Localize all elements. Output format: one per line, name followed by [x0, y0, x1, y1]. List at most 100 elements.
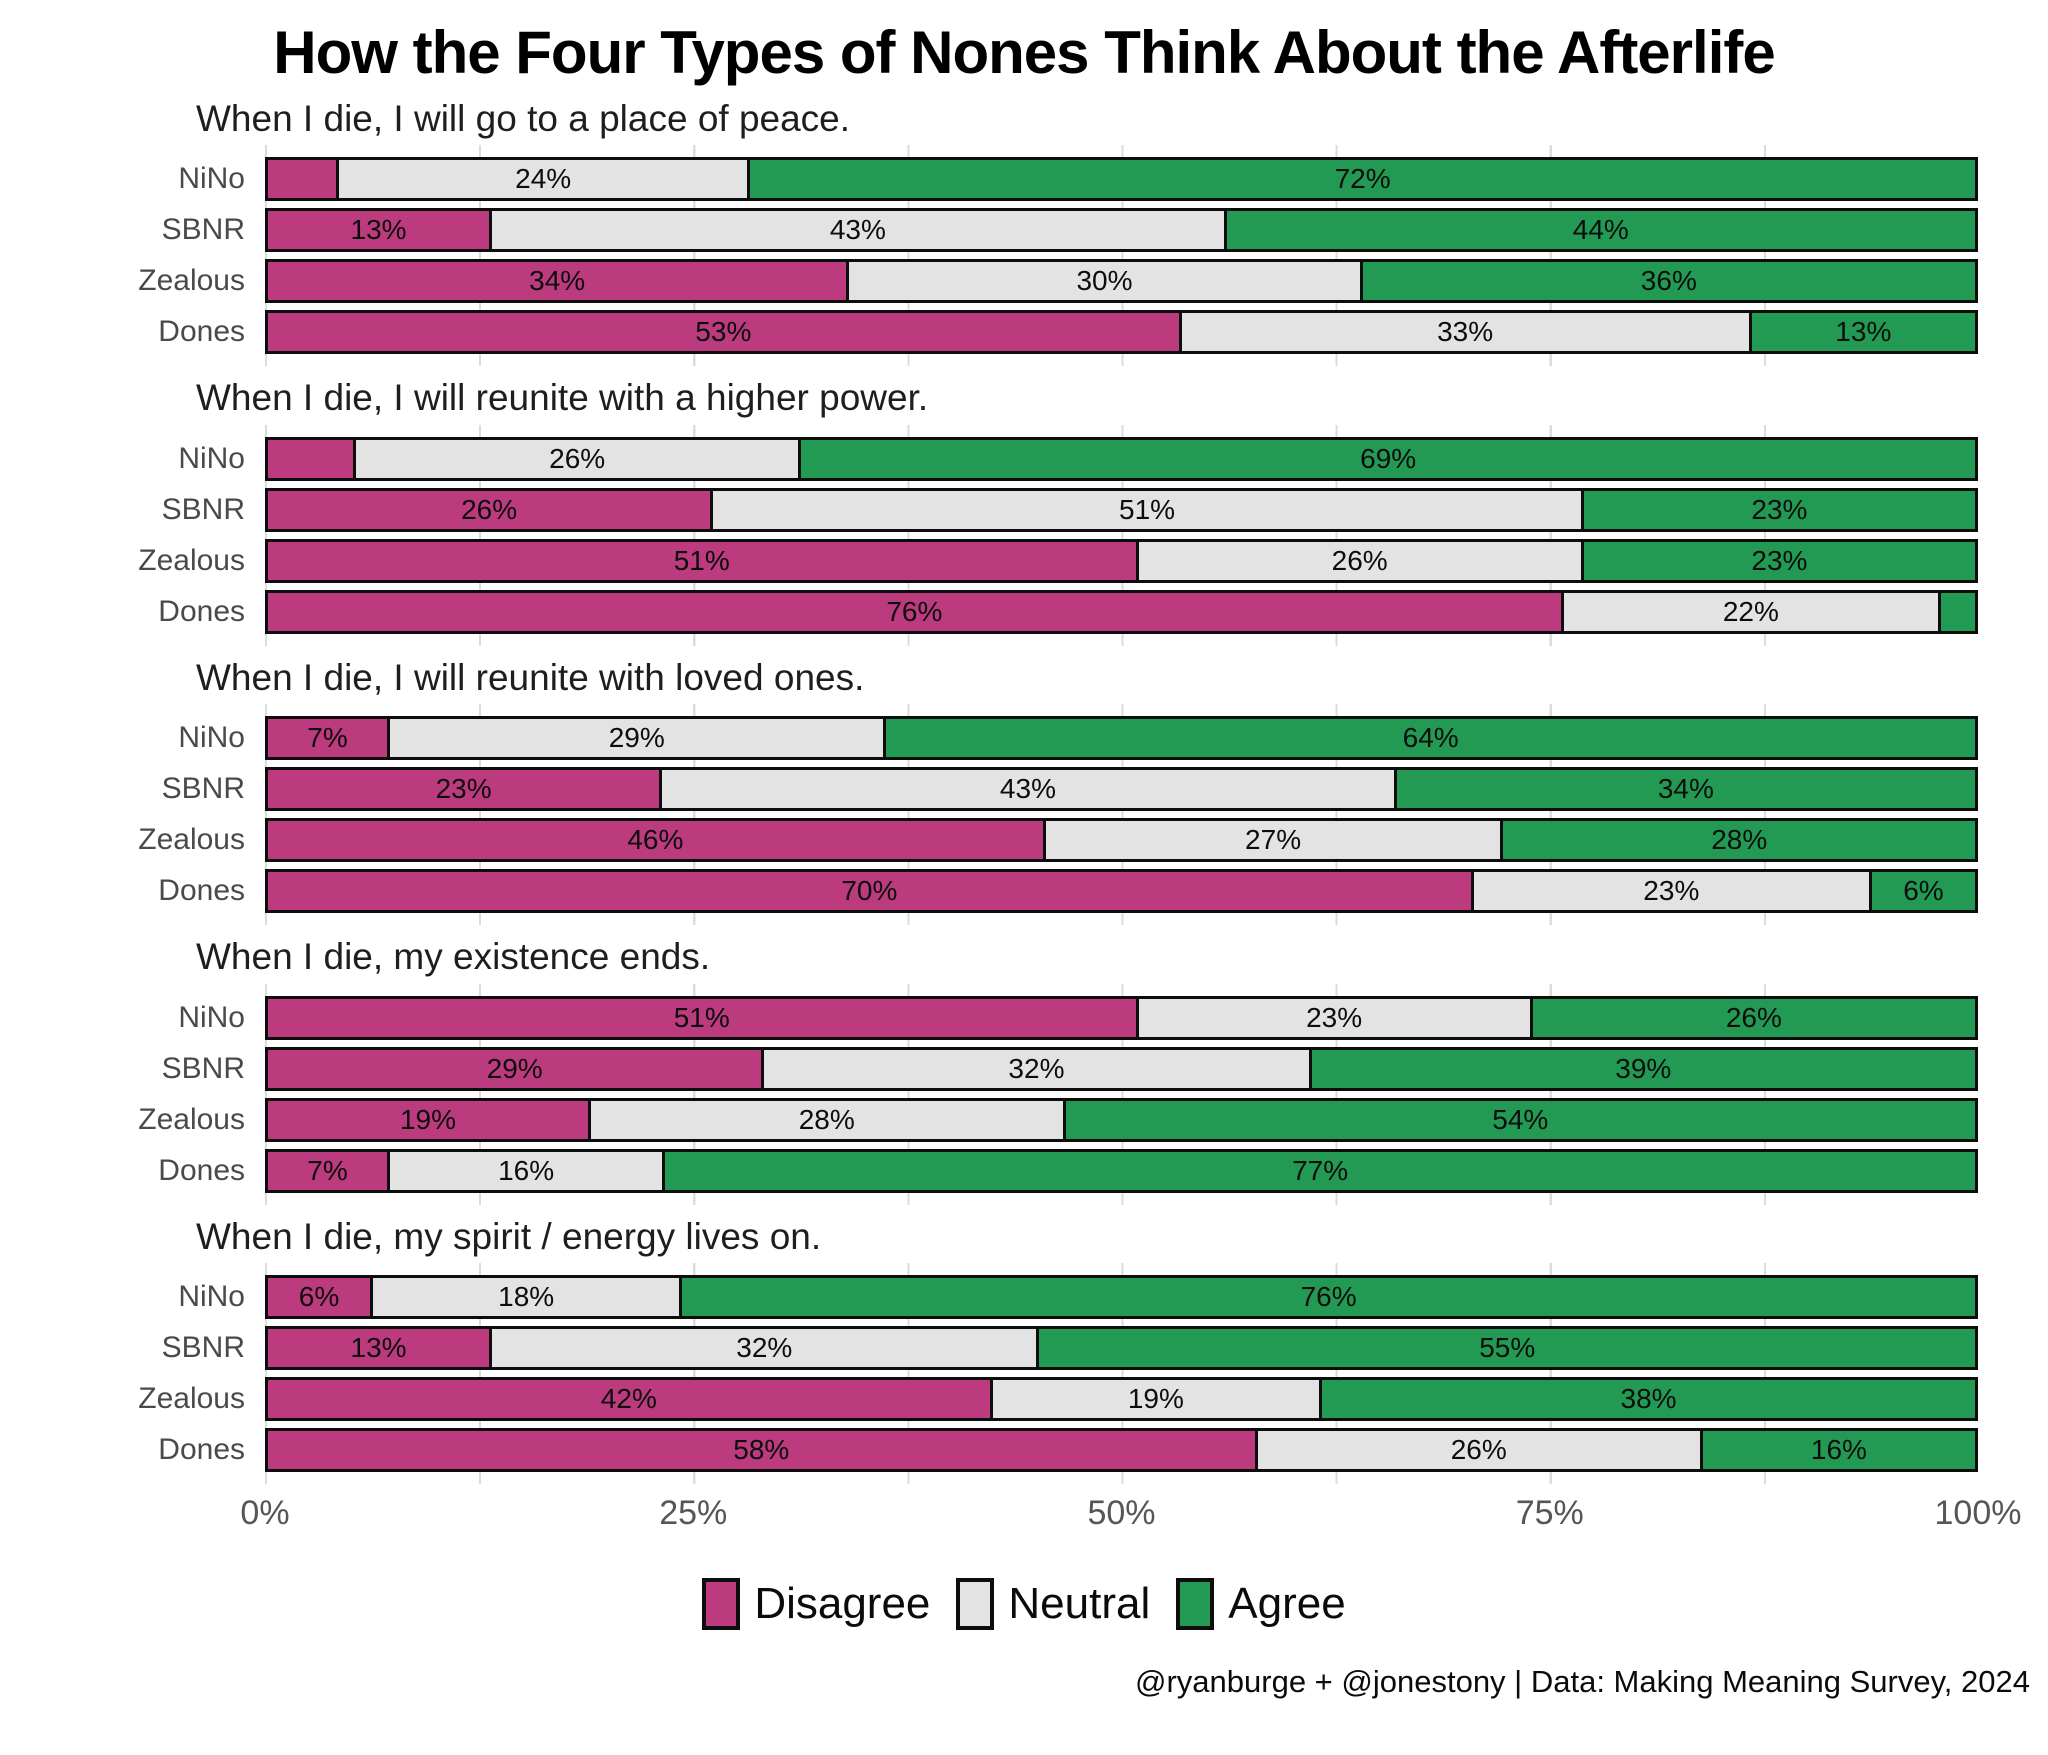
- segment-value-label: 76%: [886, 595, 943, 627]
- segment-disagree: 58%: [268, 1430, 1255, 1469]
- bar-row-zealous: Zealous 51% 26% 23%: [0, 538, 2048, 583]
- segment-value-label: 19%: [399, 1103, 457, 1135]
- segment-agree: 16%: [1699, 1430, 1975, 1469]
- segment-agree: 77%: [662, 1151, 1975, 1190]
- segment-neutral: 22%: [1560, 592, 1938, 631]
- segment-disagree: 26%: [268, 490, 711, 529]
- segment-value-label: 19%: [1127, 1382, 1184, 1414]
- segment-value-label: 6%: [298, 1280, 340, 1312]
- segment-value-label: 32%: [1008, 1052, 1065, 1084]
- segment-agree: 72%: [747, 160, 1975, 199]
- panel-2: When I die, I will reunite with loved on…: [0, 656, 2048, 926]
- segment-value-label: 26%: [1331, 544, 1388, 576]
- segment-agree: 54%: [1062, 1100, 1975, 1139]
- segment-value-label: 55%: [1479, 1331, 1536, 1363]
- segment-neutral: 32%: [489, 1328, 1037, 1367]
- bar-row-dones: Dones 70% 23% 6%: [0, 869, 2048, 914]
- stacked-bar: 42% 19% 38%: [265, 1376, 1978, 1421]
- segment-disagree: 6%: [268, 1277, 371, 1316]
- bar-row-nino: NiNo 26% 69%: [0, 436, 2048, 481]
- stacked-bar: 26% 69%: [265, 436, 1978, 481]
- segment-agree: 23%: [1580, 490, 1976, 529]
- bar-row-zealous: Zealous 34% 30% 36%: [0, 259, 2048, 304]
- panel-4: When I die, my spirit / energy lives on.…: [0, 1215, 2048, 1484]
- legend-label: Neutral: [1008, 1578, 1151, 1628]
- panel-rows: NiNo 24% 72% SBNR 13% 43% 44% Zealous 34% 30% 36% D…: [0, 145, 2048, 367]
- panel-rows: NiNo 26% 69% SBNR 26% 51% 23% Zealous 51% 26% 23% D…: [0, 424, 2048, 646]
- segment-value-label: 46%: [627, 824, 684, 856]
- group-label: Dones: [158, 1432, 245, 1466]
- stacked-bar: 7% 16% 77%: [265, 1148, 1978, 1193]
- segment-disagree: 42%: [268, 1379, 990, 1418]
- segment-agree: 69%: [798, 439, 1975, 478]
- segment-value-label: 26%: [1725, 1001, 1782, 1033]
- bar-row-nino: NiNo 51% 23% 26%: [0, 995, 2048, 1040]
- bar-row-nino: NiNo 7% 29% 64%: [0, 716, 2048, 761]
- group-label: Zealous: [138, 1102, 245, 1136]
- segment-value-label: 51%: [673, 544, 730, 576]
- segment-agree: 28%: [1500, 821, 1975, 860]
- segment-value-label: 43%: [999, 773, 1056, 805]
- segment-agree: 76%: [679, 1277, 1976, 1316]
- segment-neutral: 23%: [1135, 998, 1530, 1037]
- bar-row-zealous: Zealous 46% 27% 28%: [0, 818, 2048, 863]
- group-label: SBNR: [161, 1051, 245, 1085]
- segment-value-label: 22%: [1722, 595, 1779, 627]
- segment-value-label: 53%: [695, 316, 752, 348]
- group-label: NiNo: [178, 441, 245, 475]
- segment-value-label: 64%: [1402, 722, 1459, 754]
- segment-agree: 6%: [1868, 872, 1976, 911]
- bar-row-sbnr: SBNR 29% 32% 39%: [0, 1046, 2048, 1091]
- segment-agree: 44%: [1223, 211, 1975, 250]
- segment-disagree: 13%: [268, 211, 490, 250]
- segment-value-label: 26%: [461, 493, 518, 525]
- group-label: Dones: [158, 874, 245, 908]
- group-label: NiNo: [178, 162, 245, 196]
- segment-value-label: 13%: [350, 1331, 407, 1363]
- segment-value-label: 33%: [1437, 316, 1494, 348]
- segment-value-label: 51%: [1119, 493, 1176, 525]
- segment-agree: 23%: [1580, 541, 1976, 580]
- segment-value-label: 30%: [1076, 265, 1133, 297]
- segment-value-label: 51%: [673, 1001, 730, 1033]
- stacked-bar: 53% 33% 13%: [265, 310, 1978, 355]
- segment-value-label: 7%: [307, 722, 348, 754]
- segment-disagree: 51%: [268, 541, 1136, 580]
- legend-label: Disagree: [754, 1578, 931, 1628]
- stacked-bar: 51% 23% 26%: [265, 995, 1978, 1040]
- segment-agree: 26%: [1529, 998, 1976, 1037]
- bar-row-sbnr: SBNR 23% 43% 34%: [0, 767, 2048, 812]
- segment-disagree: 51%: [268, 998, 1136, 1037]
- segment-neutral: 18%: [370, 1277, 680, 1316]
- segment-value-label: 29%: [608, 722, 665, 754]
- segment-disagree: 7%: [268, 719, 388, 758]
- axis-tick-label: 100%: [1934, 1493, 2022, 1532]
- segment-value-label: 42%: [600, 1382, 657, 1414]
- segment-value-label: 26%: [1450, 1433, 1507, 1465]
- stacked-bar: 58% 26% 16%: [265, 1427, 1978, 1472]
- segment-value-label: 7%: [307, 1154, 348, 1186]
- segment-value-label: 34%: [1657, 773, 1714, 805]
- stacked-bar: 7% 29% 64%: [265, 716, 1978, 761]
- chart-title: How the Four Types of Nones Think About …: [273, 19, 1775, 86]
- segment-value-label: 16%: [1810, 1433, 1867, 1465]
- axis-tick-label: 75%: [1515, 1493, 1584, 1532]
- axis-tick-label: 25%: [659, 1493, 728, 1532]
- group-label: NiNo: [178, 1279, 245, 1313]
- segment-value-label: 36%: [1640, 265, 1697, 297]
- segment-agree: [1937, 592, 1975, 631]
- segment-value-label: 24%: [515, 163, 572, 195]
- stacked-bar: 23% 43% 34%: [265, 767, 1978, 812]
- panels-container: When I die, I will go to a place of peac…: [0, 97, 2048, 1484]
- group-label: Zealous: [138, 543, 245, 577]
- group-label: Dones: [158, 594, 245, 628]
- legend-swatch: [1176, 1577, 1215, 1630]
- segment-value-label: 76%: [1300, 1280, 1357, 1312]
- legend-swatch: [956, 1577, 995, 1630]
- segment-value-label: 44%: [1572, 214, 1629, 246]
- stacked-bar: 70% 23% 6%: [265, 869, 1978, 914]
- stacked-bar: 76% 22%: [265, 589, 1978, 634]
- segment-neutral: 26%: [353, 439, 799, 478]
- segment-value-label: 16%: [498, 1154, 555, 1186]
- bar-row-zealous: Zealous 42% 19% 38%: [0, 1376, 2048, 1421]
